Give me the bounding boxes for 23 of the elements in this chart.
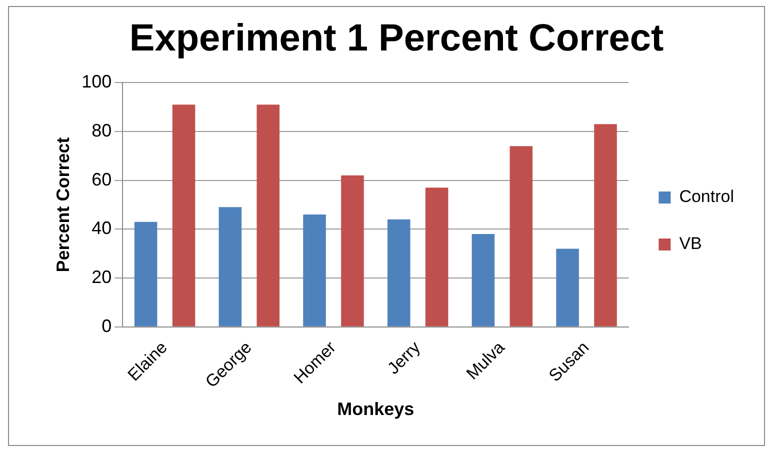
bar bbox=[134, 222, 158, 326]
chart-title: Experiment 1 Percent Correct bbox=[129, 17, 664, 60]
y-tick-label: 40 bbox=[92, 218, 112, 238]
x-axis-title: Monkeys bbox=[337, 399, 414, 420]
bar bbox=[341, 175, 364, 326]
y-tick-label: 60 bbox=[92, 169, 112, 190]
bar bbox=[387, 219, 410, 326]
y-tick-label: 20 bbox=[92, 266, 112, 287]
legend-label: Control bbox=[679, 187, 734, 206]
bar bbox=[218, 207, 242, 326]
y-tick-label: 0 bbox=[102, 316, 112, 336]
bar bbox=[594, 124, 617, 326]
y-axis-title: Percent Correct bbox=[52, 137, 73, 272]
y-tick-label: 80 bbox=[92, 120, 112, 140]
bar bbox=[172, 104, 196, 326]
bar bbox=[556, 248, 579, 326]
bar bbox=[510, 146, 533, 326]
bar bbox=[425, 188, 448, 326]
y-tick-label: 100 bbox=[82, 72, 112, 92]
bar bbox=[303, 214, 326, 326]
legend-label: VB bbox=[679, 234, 702, 254]
bar bbox=[256, 104, 280, 326]
bar bbox=[472, 234, 495, 326]
